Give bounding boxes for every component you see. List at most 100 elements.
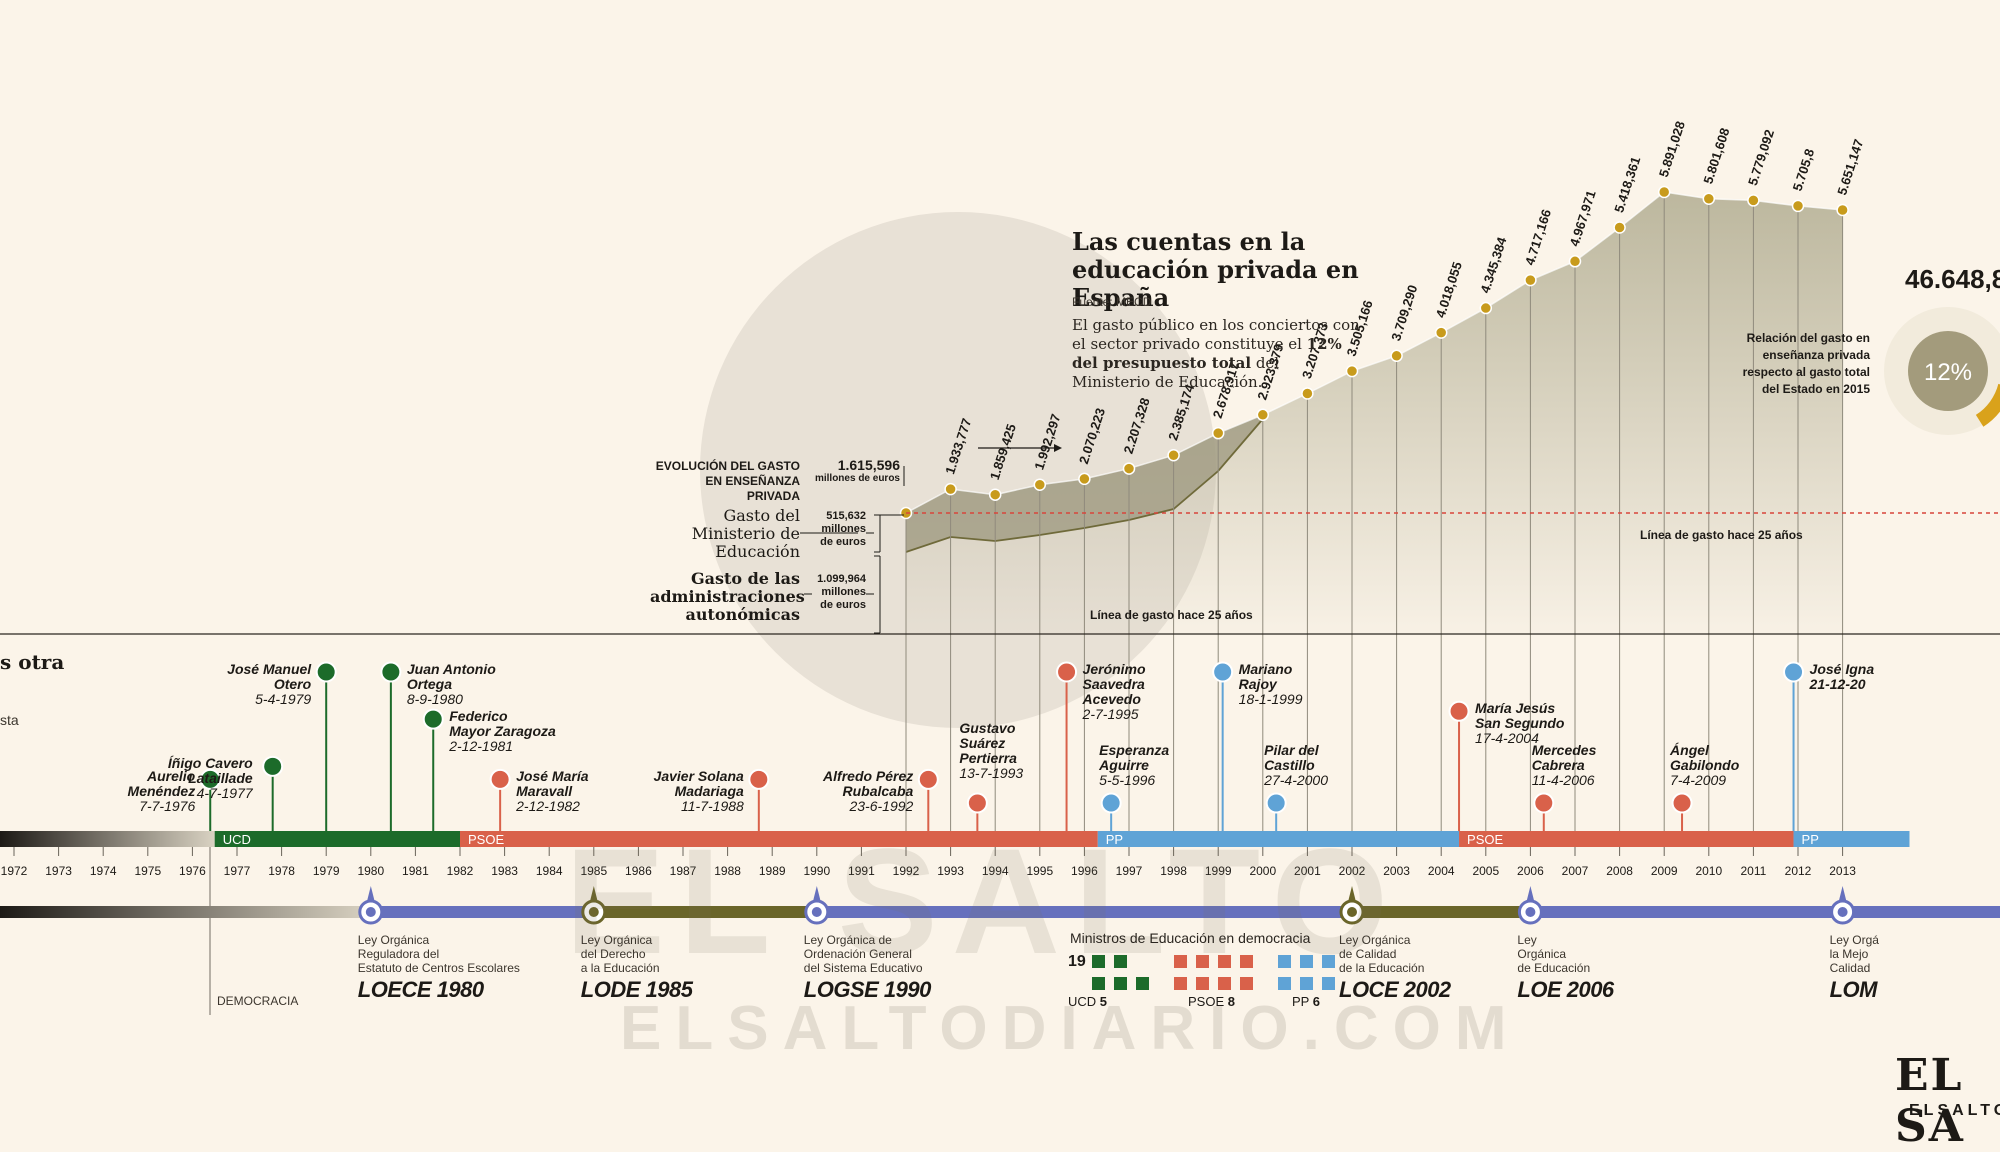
minister-square bbox=[1218, 955, 1231, 968]
year-label: 1983 bbox=[491, 864, 518, 878]
data-point bbox=[1747, 194, 1760, 207]
minister-dot bbox=[380, 661, 402, 683]
reference-label-right: Línea de gasto hace 25 años bbox=[1640, 528, 1803, 542]
chart-title: Las cuentas en la educación privada en E… bbox=[1072, 227, 1359, 312]
minister-dot bbox=[917, 768, 939, 790]
minister-label: Alfredo Pérez Rubalcaba 23-6-1992 bbox=[823, 768, 914, 815]
pie-chart: 12% bbox=[1884, 307, 2000, 435]
year-label: 1979 bbox=[313, 864, 340, 878]
year-label: 1995 bbox=[1026, 864, 1053, 878]
legend-heading: EVOLUCIÓN DEL GASTO EN ENSEÑANZA PRIVADA bbox=[655, 459, 800, 503]
bracket-ministry bbox=[800, 514, 881, 553]
year-label: 1972 bbox=[1, 864, 28, 878]
data-label: 5.779,092 bbox=[1745, 128, 1777, 188]
period-bar bbox=[1793, 831, 1910, 847]
year-label: 2011 bbox=[1740, 864, 1766, 878]
data-point bbox=[1256, 408, 1270, 422]
data-point bbox=[1657, 185, 1671, 199]
year-label: 1981 bbox=[402, 864, 429, 878]
area-fill bbox=[906, 192, 1843, 633]
law-segment bbox=[593, 906, 817, 918]
year-label: 1984 bbox=[536, 864, 563, 878]
data-point bbox=[1836, 203, 1849, 217]
minister-square bbox=[1136, 977, 1149, 990]
year-label: 1977 bbox=[224, 864, 251, 878]
data-point bbox=[1390, 349, 1403, 363]
ministers-summary-heading: Ministros de Educación en democracia bbox=[1070, 930, 1311, 946]
period-bar bbox=[460, 831, 1098, 847]
year-label: 1975 bbox=[134, 864, 161, 878]
year-label: 1980 bbox=[357, 864, 384, 878]
data-point bbox=[988, 488, 1002, 501]
left-title: s otra bbox=[0, 650, 65, 674]
party-count: PSOE 8 bbox=[1188, 994, 1235, 1009]
law-label: Ley Orgánica Reguladora del Estatuto de Ce… bbox=[357, 933, 520, 1002]
democracy-label: DEMOCRACIA bbox=[217, 994, 299, 1008]
minister-dot bbox=[1533, 792, 1555, 814]
year-label: 1997 bbox=[1116, 864, 1143, 878]
legend-regions-label: Gasto de las administraciones autonómica… bbox=[650, 569, 805, 624]
minister-label: Mercedes Cabrera 11-4-2006 bbox=[1531, 742, 1597, 788]
data-point bbox=[1613, 221, 1626, 234]
minister-square bbox=[1114, 955, 1127, 968]
pre-democracy-bar bbox=[0, 831, 215, 847]
minister-label: Íñigo Cavero Lataillade 4-7-1977 bbox=[167, 755, 253, 802]
data-point bbox=[1211, 426, 1225, 440]
minister-dot bbox=[489, 768, 511, 790]
minister-dot bbox=[1783, 661, 1805, 683]
data-point bbox=[1791, 199, 1805, 213]
data-label: 5.801,608 bbox=[1700, 126, 1732, 186]
data-point bbox=[1301, 387, 1314, 400]
law-marker-dot bbox=[1837, 907, 1848, 917]
law-pre-bar bbox=[0, 906, 371, 918]
arrow-head bbox=[1054, 444, 1062, 452]
year-label: 2004 bbox=[1428, 864, 1455, 878]
period-bar bbox=[1459, 831, 1794, 847]
minister-markers bbox=[199, 661, 1805, 831]
year-label: 1994 bbox=[982, 864, 1009, 878]
minister-square bbox=[1092, 977, 1105, 990]
state-total-value: 46.648,8 bbox=[1905, 264, 2000, 294]
year-label: 2009 bbox=[1651, 864, 1678, 878]
year-label: 2003 bbox=[1383, 864, 1410, 878]
law-pointer bbox=[1348, 886, 1356, 902]
year-label: 1993 bbox=[937, 864, 964, 878]
law-marker-dot bbox=[1347, 907, 1357, 917]
law-pointer bbox=[589, 886, 598, 902]
data-point bbox=[1345, 364, 1359, 378]
minister-dot bbox=[1671, 792, 1693, 814]
chart-description: El gasto público en los conciertos con e… bbox=[1072, 316, 1360, 391]
period-label: PP bbox=[1802, 832, 1819, 847]
data-point bbox=[944, 482, 957, 496]
minister-label: Juan Antonio Ortega 8-9-1980 bbox=[406, 661, 496, 707]
party-count: PP 6 bbox=[1292, 994, 1320, 1009]
year-label: 2008 bbox=[1606, 864, 1633, 878]
year-label: 1992 bbox=[893, 864, 920, 878]
data-label: 4.018,055 bbox=[1433, 260, 1465, 320]
minister-label: Aurelio Menéndez 7-7-1976 bbox=[127, 768, 196, 815]
pie-disc bbox=[1908, 331, 1988, 411]
data-label: 4.717,166 bbox=[1522, 207, 1554, 267]
minister-dot bbox=[1056, 661, 1078, 683]
reference-label: Línea de gasto hace 25 años bbox=[1090, 608, 1253, 622]
minister-square bbox=[1092, 955, 1105, 968]
minister-square bbox=[1196, 977, 1209, 990]
brand-logo: EL SA bbox=[1895, 1050, 1965, 1152]
law-label: Ley Orgánica de Educación LOE 2006 bbox=[1517, 933, 1614, 1002]
data-label: 5.891,028 bbox=[1656, 119, 1688, 179]
law-label: Ley Orgánica de Calidad de la Educación LOC… bbox=[1339, 933, 1451, 1002]
law-label: Ley Orgánica del Derecho a la Educación LOD… bbox=[580, 933, 693, 1002]
minister-dot bbox=[1212, 661, 1234, 683]
minister-label: José María Maravall 2-12-1982 bbox=[516, 768, 589, 815]
data-point bbox=[1122, 462, 1136, 475]
law-segment bbox=[816, 906, 1352, 918]
year-label: 1998 bbox=[1160, 864, 1187, 878]
data-label: 4.345,384 bbox=[1477, 235, 1509, 295]
ministers-summary-grid bbox=[1092, 955, 1335, 990]
period-bar bbox=[1097, 831, 1460, 847]
left-subtitle: sta bbox=[0, 712, 19, 728]
year-label: 1989 bbox=[759, 864, 786, 878]
data-point bbox=[1568, 255, 1582, 268]
year-label: 1974 bbox=[90, 864, 117, 878]
